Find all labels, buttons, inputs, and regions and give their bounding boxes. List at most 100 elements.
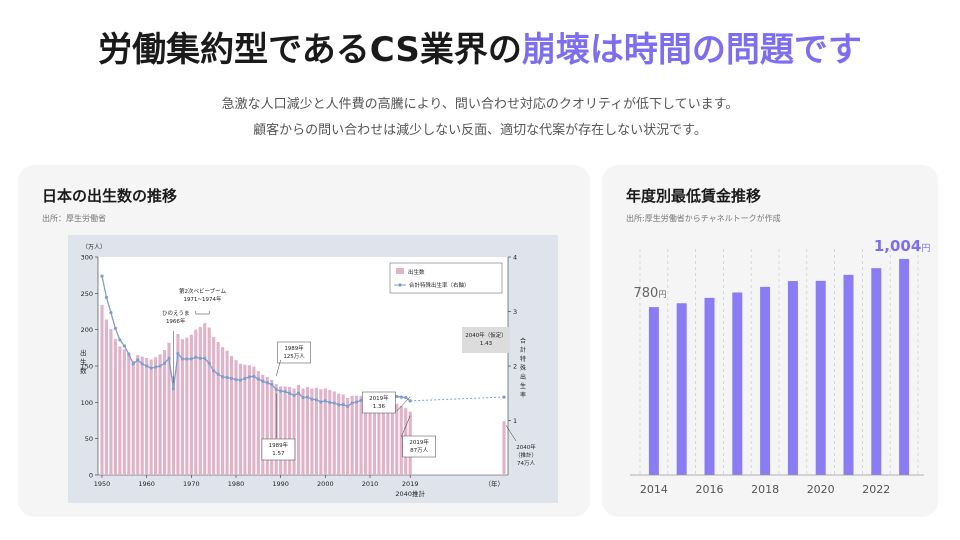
- birth-bar: [100, 304, 104, 475]
- fertility-rate-point: [234, 378, 238, 382]
- annotation-births-2040-line: 2040年: [516, 443, 536, 451]
- birth-bar: [229, 355, 234, 475]
- x-axis-unit: （年）: [485, 479, 505, 488]
- fertility-rate-point: [395, 394, 399, 399]
- y2-axis-label-char: 殊: [520, 364, 526, 372]
- birth-bar: [243, 364, 247, 475]
- annotation-babyboom-line: 1971~1974年: [183, 295, 222, 303]
- annotation-rate-2019: 2019年 1.36: [369, 394, 389, 410]
- birth-bar: [279, 386, 283, 475]
- annotation-rate-2019-box: [362, 391, 396, 414]
- value-label-first: 780円: [633, 286, 666, 301]
- fertility-rate-point: [180, 357, 184, 361]
- fertility-rate-point: [154, 365, 158, 369]
- fertility-rate-point: [109, 310, 113, 315]
- fertility-rate-point: [301, 396, 305, 400]
- birth-bar: [136, 355, 140, 475]
- y2-axis-label-char: 計: [520, 346, 526, 354]
- annotation-births-2040-line: （推計）: [515, 451, 537, 459]
- wage-bar: [704, 297, 715, 475]
- annotation-babyboom-bracket: [195, 311, 210, 315]
- fertility-rate-point: [359, 398, 363, 402]
- birth-bar: [154, 357, 158, 475]
- fertility-rate-point: [305, 395, 310, 399]
- fertility-rate-point: [189, 357, 193, 361]
- birth-bar: [162, 350, 167, 475]
- fertility-rate-point: [265, 381, 269, 385]
- fertility-rate-point: [162, 361, 167, 365]
- fertility-rate-point: [145, 364, 149, 368]
- annotation-rate-1989-line: 1989年: [269, 441, 289, 449]
- birth-bar: [288, 387, 292, 475]
- annotation-births-1989-leader: [275, 359, 281, 377]
- birth-chart-svg: 050100150200250300（万人）出生数1234合計特殊出生率1950…: [80, 244, 537, 498]
- birth-bar: [363, 397, 368, 475]
- fertility-rate-point: [136, 358, 140, 362]
- fertility-rate-point: [310, 397, 314, 401]
- annotation-births-2040: 2040年（推計） 74万人: [515, 443, 537, 467]
- fertility-rate-point: [270, 382, 274, 387]
- fertility-rate-point: [131, 362, 135, 366]
- fertility-rate-point: [408, 399, 412, 403]
- fertility-rate-point: [346, 404, 350, 408]
- fertility-rate-point: [261, 379, 265, 383]
- birth-bar: [386, 402, 390, 475]
- value-label-first-number: 780: [633, 286, 658, 301]
- annotation-births-2040-line: 74万人: [517, 460, 535, 467]
- wage-bar: [899, 258, 910, 475]
- birth-bar: [194, 329, 198, 475]
- birth-bar: [171, 376, 176, 475]
- fertility-rate-point: [140, 362, 144, 366]
- x-tick-label: 2014: [640, 483, 668, 496]
- fertility-rate-point: [158, 364, 162, 368]
- y-tick-label: 0: [89, 472, 93, 480]
- x-tick-label: 2010: [362, 480, 379, 488]
- wage-chart-source: 出所:厚生労働省からチャネルトークが作成: [626, 214, 781, 223]
- birth-bar: [368, 397, 372, 475]
- fertility-rate-point: [283, 390, 287, 394]
- birth-bar: [203, 323, 207, 475]
- birth-bar: [189, 334, 193, 475]
- fertility-rate-point: [328, 400, 332, 405]
- y-axis-label-char: 出: [80, 348, 87, 357]
- annotation-hinoe-line: ひのえうま: [162, 310, 190, 317]
- x-tick-label: 2018: [751, 483, 779, 496]
- birth-bar: [127, 353, 131, 475]
- fertility-rate-point: [256, 377, 260, 381]
- annotation-babyboom-line: 第2次ベビーブーム: [179, 287, 227, 295]
- birth-bar: [341, 394, 345, 475]
- fertility-rate-point: [355, 400, 359, 404]
- birth-bar: [198, 326, 202, 475]
- birth-bar: [256, 371, 260, 475]
- birth-bar: [502, 421, 506, 475]
- x-tick-label-extra: 2040推計: [395, 489, 425, 498]
- fertility-rate-point: [203, 356, 207, 360]
- annotation-rate-1989: 1989年 1.57: [269, 441, 289, 457]
- birth-bar: [185, 337, 189, 475]
- birth-bar: [216, 342, 220, 475]
- birth-bar: [176, 334, 180, 475]
- wage-bar: [787, 281, 798, 475]
- fertility-rate-point: [127, 352, 131, 356]
- x-tick-label: 1970: [183, 480, 200, 488]
- fertility-rate-point: [104, 295, 109, 299]
- fertility-rate-line: [101, 275, 411, 408]
- fertility-rate-point: [221, 375, 225, 379]
- fertility-rate-point: [238, 378, 243, 382]
- birth-bar: [234, 360, 238, 475]
- fertility-rate-point: [122, 344, 126, 348]
- y-tick-label: 150: [81, 363, 93, 371]
- value-label-last-number: 1,004: [874, 237, 921, 255]
- birth-bar: [261, 374, 265, 475]
- birth-bar: [350, 395, 354, 475]
- annotation-births-2019-box: [402, 435, 436, 458]
- fertility-rate-point: [212, 369, 216, 373]
- y-axis-unit: （万人）: [82, 244, 106, 251]
- fertility-rate-point: [252, 374, 256, 378]
- y2-axis-label-char: 率: [520, 391, 526, 399]
- birth-bar: [270, 379, 274, 475]
- birth-bar: [252, 366, 256, 475]
- subtitle-line-1: 急激な人口減少と人件費の高騰により、問い合わせ対応のクオリティが低下しています。: [221, 97, 739, 112]
- birth-bar: [109, 328, 113, 475]
- annotation-births-1989-line: 1989年: [284, 344, 304, 352]
